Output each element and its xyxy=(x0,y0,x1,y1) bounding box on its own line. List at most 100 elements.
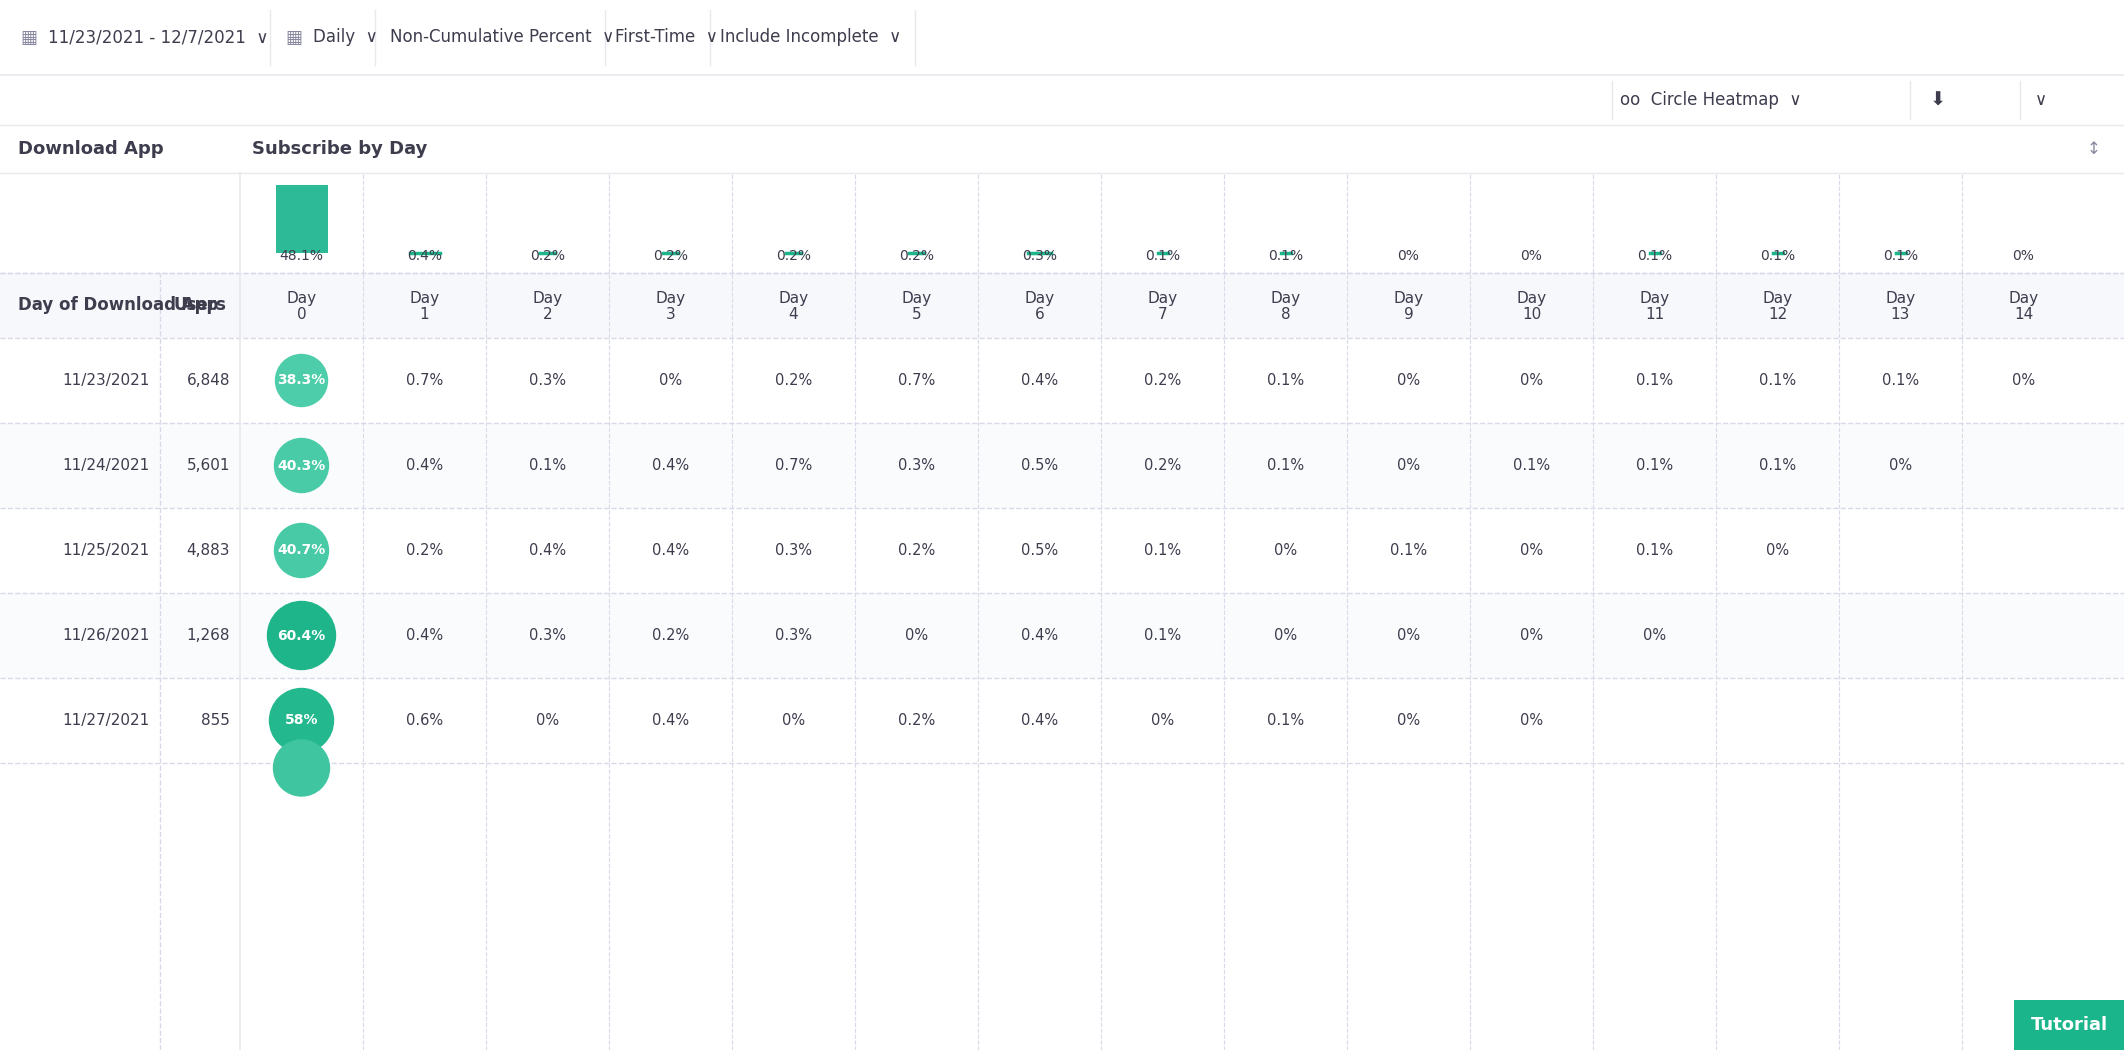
Text: Day: Day xyxy=(1270,291,1300,306)
Bar xyxy=(0,338,2124,423)
Text: 0.2%: 0.2% xyxy=(531,249,565,262)
Text: 0.2%: 0.2% xyxy=(406,543,444,558)
Text: 14: 14 xyxy=(2014,307,2033,322)
Text: 0.1%: 0.1% xyxy=(1759,458,1797,472)
Text: 0.2%: 0.2% xyxy=(652,249,688,262)
Text: 11/27/2021: 11/27/2021 xyxy=(64,713,151,728)
Text: 0.4%: 0.4% xyxy=(406,628,444,643)
Text: 0.1%: 0.1% xyxy=(1884,249,1918,262)
Text: 13: 13 xyxy=(1890,307,1909,322)
Text: 12: 12 xyxy=(1767,307,1786,322)
Text: 0.1%: 0.1% xyxy=(1266,713,1304,728)
Text: 0.4%: 0.4% xyxy=(1022,713,1058,728)
Text: Day: Day xyxy=(287,291,316,306)
Text: ▦: ▦ xyxy=(285,28,302,46)
Text: Day: Day xyxy=(901,291,932,306)
Text: Day: Day xyxy=(1024,291,1054,306)
Text: 0%: 0% xyxy=(658,373,682,388)
Text: 0%: 0% xyxy=(1398,458,1421,472)
Text: 40.7%: 40.7% xyxy=(278,544,325,558)
Text: 0.6%: 0.6% xyxy=(406,713,444,728)
Text: 0: 0 xyxy=(297,307,306,322)
Text: 0%: 0% xyxy=(1521,713,1542,728)
Text: 0%: 0% xyxy=(2014,249,2035,262)
Text: 0.1%: 0.1% xyxy=(1761,249,1795,262)
Text: 0%: 0% xyxy=(2011,373,2035,388)
Text: 0.1%: 0.1% xyxy=(1635,458,1674,472)
Text: 0.1%: 0.1% xyxy=(1145,543,1181,558)
Text: 0.1%: 0.1% xyxy=(1268,249,1302,262)
Text: 0.3%: 0.3% xyxy=(775,628,811,643)
Text: Day: Day xyxy=(1393,291,1423,306)
Text: Day: Day xyxy=(1147,291,1177,306)
Text: 0%: 0% xyxy=(1644,628,1665,643)
Text: 0.1%: 0.1% xyxy=(1145,249,1181,262)
Text: 0%: 0% xyxy=(782,713,805,728)
Text: 0.1%: 0.1% xyxy=(1266,373,1304,388)
Text: 3: 3 xyxy=(665,307,675,322)
Bar xyxy=(0,75,2124,125)
Text: 0.3%: 0.3% xyxy=(529,373,565,388)
Text: 1,268: 1,268 xyxy=(187,628,229,643)
Text: 0%: 0% xyxy=(535,713,559,728)
Text: 0.4%: 0.4% xyxy=(652,543,688,558)
Text: 0.4%: 0.4% xyxy=(1022,373,1058,388)
Text: 1: 1 xyxy=(421,307,429,322)
Text: Day: Day xyxy=(656,291,686,306)
Text: 0%: 0% xyxy=(1274,543,1298,558)
Text: 11/26/2021: 11/26/2021 xyxy=(62,628,151,643)
Bar xyxy=(0,593,2124,678)
Text: 0.2%: 0.2% xyxy=(1145,373,1181,388)
Text: 38.3%: 38.3% xyxy=(278,374,325,387)
Bar xyxy=(0,678,2124,763)
Text: Day: Day xyxy=(1886,291,1916,306)
Text: Day: Day xyxy=(1517,291,1546,306)
Text: Include Incomplete  ∨: Include Incomplete ∨ xyxy=(720,28,901,46)
Text: 58%: 58% xyxy=(285,714,319,728)
Text: 2: 2 xyxy=(544,307,552,322)
Text: ∨: ∨ xyxy=(2035,91,2048,109)
Text: 0.1%: 0.1% xyxy=(1266,458,1304,472)
Text: 0.2%: 0.2% xyxy=(1145,458,1181,472)
Text: 0.4%: 0.4% xyxy=(529,543,567,558)
Text: 855: 855 xyxy=(202,713,229,728)
Bar xyxy=(276,185,327,253)
Text: 0%: 0% xyxy=(1521,373,1542,388)
Text: 0%: 0% xyxy=(1398,628,1421,643)
Text: 0%: 0% xyxy=(1274,628,1298,643)
Text: 7: 7 xyxy=(1158,307,1168,322)
Bar xyxy=(0,0,2124,75)
Circle shape xyxy=(274,524,329,578)
Text: 0%: 0% xyxy=(1398,249,1419,262)
Text: 0.4%: 0.4% xyxy=(408,249,442,262)
Text: 8: 8 xyxy=(1281,307,1289,322)
Text: Download App: Download App xyxy=(17,140,164,158)
Text: 6,848: 6,848 xyxy=(187,373,229,388)
Text: 0.1%: 0.1% xyxy=(1389,543,1427,558)
Text: 0.1%: 0.1% xyxy=(1759,373,1797,388)
Text: 0%: 0% xyxy=(1765,543,1788,558)
Text: 0%: 0% xyxy=(905,628,928,643)
Text: 0.4%: 0.4% xyxy=(652,458,688,472)
Text: 11/25/2021: 11/25/2021 xyxy=(64,543,151,558)
Text: Day: Day xyxy=(1763,291,1793,306)
Text: ↕: ↕ xyxy=(2088,140,2101,158)
Text: 0.2%: 0.2% xyxy=(898,713,935,728)
Text: ▦: ▦ xyxy=(19,28,36,46)
Text: 9: 9 xyxy=(1404,307,1412,322)
Text: 0%: 0% xyxy=(1521,628,1542,643)
Text: Day: Day xyxy=(410,291,440,306)
Text: 0%: 0% xyxy=(1521,543,1542,558)
Text: 0.1%: 0.1% xyxy=(1635,543,1674,558)
Text: 0%: 0% xyxy=(1398,373,1421,388)
Circle shape xyxy=(276,355,327,406)
Text: 0.7%: 0.7% xyxy=(775,458,811,472)
Text: 0.3%: 0.3% xyxy=(775,543,811,558)
Text: 5,601: 5,601 xyxy=(187,458,229,472)
Text: 0.2%: 0.2% xyxy=(775,373,811,388)
Circle shape xyxy=(270,689,333,753)
Text: Subscribe by Day: Subscribe by Day xyxy=(253,140,427,158)
Text: 60.4%: 60.4% xyxy=(278,629,325,643)
Text: 6: 6 xyxy=(1034,307,1045,322)
Text: Day: Day xyxy=(1640,291,1669,306)
